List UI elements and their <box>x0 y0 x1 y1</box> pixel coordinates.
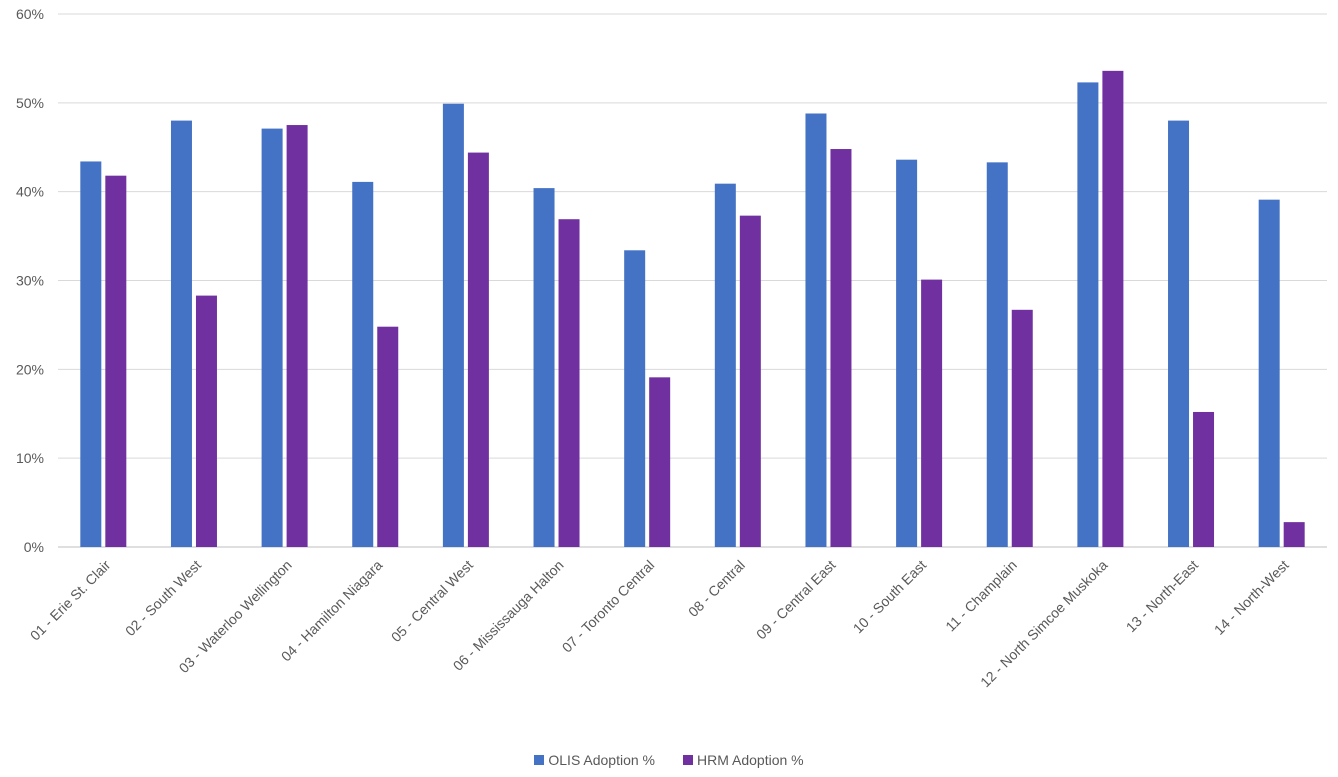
x-tick-label: 11 - Champlain <box>942 557 1020 635</box>
bar-olis <box>896 159 918 548</box>
x-tick-label: 14 - North-West <box>1211 557 1292 638</box>
bar-olis <box>533 188 555 547</box>
bar-hrm <box>286 125 308 548</box>
x-tick-label: 01 - Erie St. Clair <box>27 557 114 644</box>
y-tick-label: 10% <box>16 450 44 466</box>
bar-olis <box>352 181 374 547</box>
x-tick-label: 09 - Central East <box>753 557 839 643</box>
bar-olis <box>170 120 192 547</box>
y-tick-label: 20% <box>16 361 44 377</box>
x-tick-label: 05 - Central West <box>388 557 476 645</box>
bar-olis <box>1077 82 1099 547</box>
bar-olis <box>442 103 464 547</box>
bar-hrm <box>649 377 671 547</box>
bar-olis <box>261 128 283 547</box>
y-tick-label: 30% <box>16 273 44 289</box>
y-axis: 0% 10% 20% 30% 40% 50% 60% <box>16 6 44 555</box>
bar-hrm <box>1193 411 1215 547</box>
gridlines <box>58 13 1327 548</box>
bar-hrm <box>195 295 217 547</box>
y-tick-label: 60% <box>16 6 44 22</box>
bar-olis <box>624 250 646 547</box>
legend-item-hrm: HRM Adoption % <box>683 752 804 768</box>
bar-hrm <box>1011 309 1033 547</box>
bar-hrm <box>105 175 127 547</box>
bar-hrm <box>921 279 943 547</box>
x-tick-label: 08 - Central <box>685 557 748 620</box>
bar-hrm <box>1102 70 1124 547</box>
bar-hrm <box>558 219 580 547</box>
bars <box>80 70 1305 548</box>
bar-olis <box>805 113 827 547</box>
bar-olis <box>1258 199 1280 547</box>
legend: OLIS Adoption % HRM Adoption % <box>0 752 1338 768</box>
bar-hrm <box>1283 522 1305 547</box>
bar-olis <box>714 183 736 547</box>
x-tick-label: 07 - Toronto Central <box>559 557 658 656</box>
legend-label-hrm: HRM Adoption % <box>697 752 804 768</box>
legend-swatch-olis <box>534 755 545 765</box>
y-tick-label: 50% <box>16 95 44 111</box>
bar-hrm <box>739 215 761 547</box>
legend-item-olis: OLIS Adoption % <box>534 752 655 768</box>
x-tick-label: 13 - North-East <box>1123 557 1202 636</box>
legend-swatch-hrm <box>683 755 694 765</box>
bar-olis <box>80 161 102 548</box>
y-tick-label: 40% <box>16 184 44 200</box>
bar-chart: 0% 10% 20% 30% 40% 50% 60% 01 - Erie St. Clair… <box>16 6 1327 691</box>
bar-hrm <box>830 149 852 547</box>
x-tick-label: 02 - South West <box>122 557 204 639</box>
bar-hrm <box>377 326 399 547</box>
bar-hrm <box>467 152 489 547</box>
bar-olis <box>1168 120 1190 547</box>
legend-label-olis: OLIS Adoption % <box>548 752 656 768</box>
y-tick-label: 0% <box>24 539 44 555</box>
bar-olis <box>986 162 1008 547</box>
x-tick-label: 04 - Hamilton Niagara <box>278 557 386 665</box>
x-tick-label: 10 - South East <box>850 557 930 637</box>
